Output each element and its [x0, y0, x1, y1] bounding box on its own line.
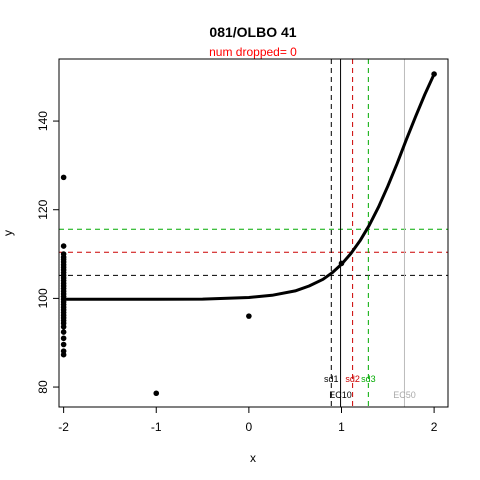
reference-lines [59, 59, 448, 407]
y-tick-label: 120 [36, 199, 50, 219]
data-point [60, 341, 67, 348]
data-point [60, 174, 67, 181]
reference-line-labels: sd1 EC10 sd2 sd3 EC50 [324, 374, 416, 400]
data-point [431, 71, 437, 77]
y-tick-label: 140 [36, 111, 50, 131]
y-tick-label: 80 [36, 380, 50, 394]
data-point [60, 323, 67, 330]
x-tick-label: -1 [151, 420, 162, 434]
chart-title: 081/OLBO 41 [209, 24, 296, 40]
x-tick-label: 0 [246, 420, 253, 434]
reference-line-label: sd2 [345, 374, 360, 384]
plot-frame [58, 58, 449, 408]
x-tick-label: 1 [338, 420, 345, 434]
data-point [246, 313, 252, 319]
x-tick-label: -2 [58, 420, 69, 434]
data-point [338, 260, 345, 267]
reference-line-label: EC10 [329, 390, 352, 400]
data-point [60, 351, 67, 358]
y-axis: 80 100 120 140 [36, 111, 59, 394]
data-point [60, 329, 67, 335]
data-point [153, 390, 160, 397]
reference-line-label: sd3 [361, 374, 376, 384]
x-axis: -2 -1 0 1 2 [58, 407, 438, 434]
data-points [60, 71, 437, 397]
x-axis-label: x [250, 451, 256, 465]
y-axis-label: y [1, 230, 15, 236]
reference-line-label: EC50 [393, 390, 416, 400]
x-tick-label: 2 [431, 420, 438, 434]
data-point [60, 243, 67, 249]
reference-line-label: sd1 [324, 374, 339, 384]
fit-curve-line [63, 73, 436, 301]
chart-subtitle: num dropped= 0 [209, 45, 297, 59]
data-point [60, 335, 67, 342]
y-tick-label: 100 [36, 288, 50, 308]
fit-curve-group [63, 73, 436, 301]
